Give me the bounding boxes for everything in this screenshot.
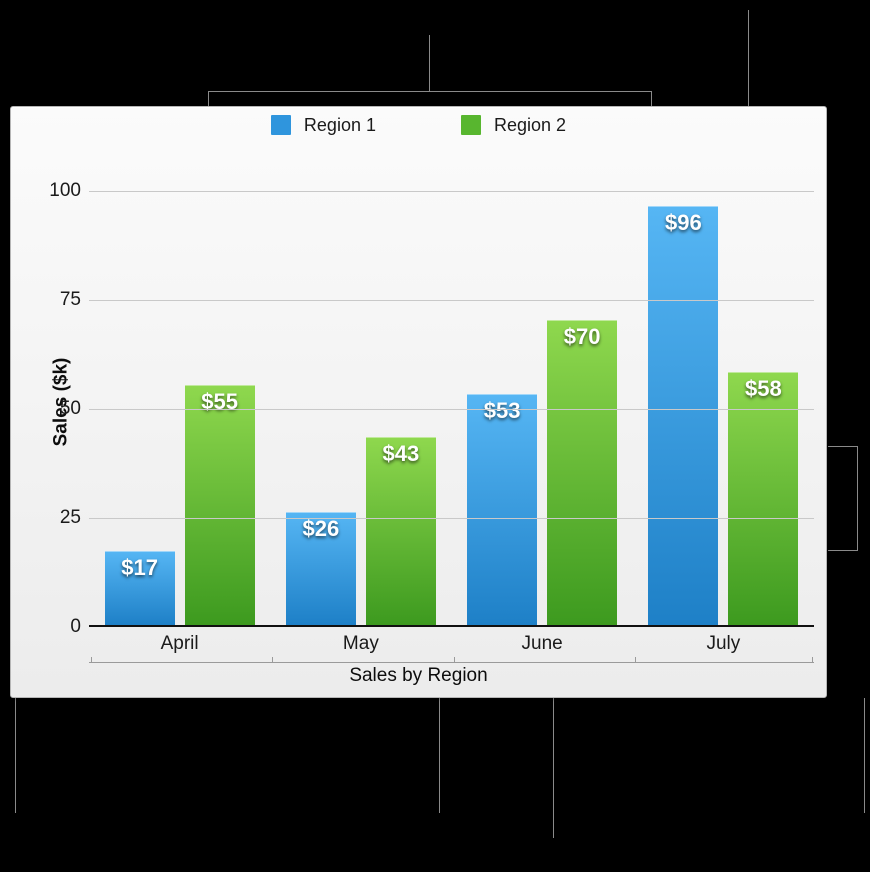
data-label: $58 — [728, 376, 798, 402]
bar-region2-may: $43 — [366, 437, 436, 625]
x-axis-title: Sales by Region — [11, 665, 826, 687]
bar-region2-july: $58 — [728, 372, 798, 625]
data-label: $70 — [547, 324, 617, 350]
x-axis-baseline — [89, 625, 814, 627]
callout-line — [15, 698, 16, 813]
y-tick-label: 25 — [41, 507, 81, 529]
chart-card: Region 1 Region 2 Sales ($k) $17$55April… — [10, 106, 827, 698]
callout-line — [439, 698, 440, 813]
bar-region1-april: $17 — [105, 551, 175, 625]
bar-group: $26$43May — [270, 147, 451, 627]
bar-group: $96$58July — [633, 147, 814, 627]
gridline — [89, 518, 814, 519]
bar-group: $17$55April — [89, 147, 270, 627]
gridline — [89, 409, 814, 410]
legend: Region 1 Region 2 — [11, 115, 826, 136]
gridline — [89, 300, 814, 301]
data-label: $55 — [185, 389, 255, 415]
gridline — [89, 191, 814, 192]
data-label: $53 — [467, 398, 537, 424]
bar-region2-april: $55 — [185, 385, 255, 625]
y-tick-label: 100 — [41, 180, 81, 202]
y-tick-label: 75 — [41, 289, 81, 311]
category-bracket-line — [89, 662, 814, 663]
bar-group: $53$70June — [452, 147, 633, 627]
callout-line — [651, 91, 652, 107]
y-tick-label: 50 — [41, 398, 81, 420]
callout-line — [208, 91, 652, 92]
y-tick-label: 0 — [41, 616, 81, 638]
category-label: April — [89, 633, 270, 655]
callout-line — [828, 550, 858, 551]
legend-swatch-region2 — [461, 115, 481, 135]
bars-layer: $17$55April$26$43May$53$70June$96$58July — [89, 147, 814, 627]
legend-label-region1: Region 1 — [304, 115, 376, 135]
callout-line — [208, 91, 209, 107]
category-label: June — [452, 633, 633, 655]
callout-line — [553, 698, 554, 838]
category-label: July — [633, 633, 814, 655]
legend-swatch-region1 — [271, 115, 291, 135]
data-label: $17 — [105, 555, 175, 581]
legend-label-region2: Region 2 — [494, 115, 566, 135]
callout-line — [828, 446, 858, 447]
data-label: $96 — [648, 210, 718, 236]
data-label: $26 — [286, 516, 356, 542]
callout-line — [429, 35, 430, 91]
data-label: $43 — [366, 441, 436, 467]
bar-region2-june: $70 — [547, 320, 617, 625]
legend-item-region2: Region 2 — [461, 115, 566, 136]
bar-region1-may: $26 — [286, 512, 356, 625]
callout-line — [864, 698, 865, 813]
bar-region1-july: $96 — [648, 206, 718, 625]
plot-area: $17$55April$26$43May$53$70June$96$58July… — [89, 147, 814, 627]
bar-region1-june: $53 — [467, 394, 537, 625]
category-label: May — [270, 633, 451, 655]
legend-item-region1: Region 1 — [271, 115, 376, 136]
callout-line — [857, 446, 858, 551]
